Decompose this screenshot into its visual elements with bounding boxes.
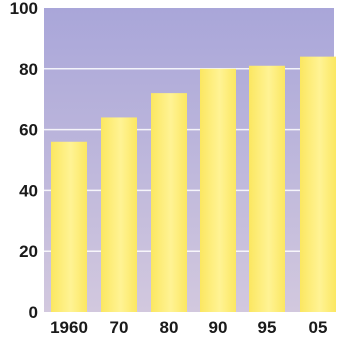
plot-background [44,8,334,312]
y-axis: 0 20 40 60 80 100 [10,0,38,322]
y-tick-label: 100 [10,0,38,18]
bar-05 [300,56,336,312]
bar-80 [151,93,187,313]
x-tick-label: 05 [309,318,328,337]
y-tick-label: 20 [19,242,38,261]
bar-90 [200,68,236,312]
gridlines [44,68,334,252]
bar-70 [101,117,137,312]
bar-1960 [51,141,87,312]
bars [51,56,336,313]
x-axis: 1960 70 80 90 95 05 [50,318,327,337]
y-tick-label: 40 [19,181,38,200]
x-tick-label: 95 [258,318,277,337]
x-tick-label: 70 [110,318,129,337]
bar-95 [249,65,285,312]
y-tick-label: 80 [19,60,38,79]
x-tick-label: 90 [209,318,228,337]
x-tick-label: 1960 [50,318,88,337]
y-tick-label: 60 [19,121,38,140]
y-tick-label: 0 [29,303,38,322]
x-tick-label: 80 [160,318,179,337]
